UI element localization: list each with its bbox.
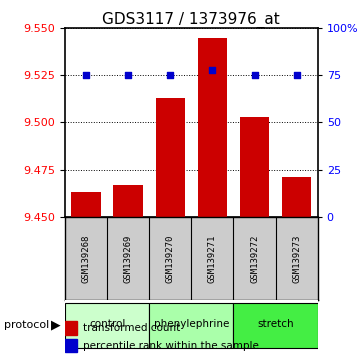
Bar — [234, 303, 318, 348]
Text: GSM139272: GSM139272 — [250, 234, 259, 282]
Point — [83, 73, 89, 78]
Point — [209, 67, 215, 73]
Bar — [71, 192, 101, 217]
Text: percentile rank within the sample: percentile rank within the sample — [83, 341, 258, 350]
Bar — [65, 339, 77, 352]
Bar — [65, 321, 77, 335]
Title: GDS3117 / 1373976_at: GDS3117 / 1373976_at — [103, 12, 280, 28]
Point — [125, 73, 131, 78]
Text: phenylephrine: phenylephrine — [154, 319, 229, 329]
Point — [168, 73, 173, 78]
Point — [294, 73, 300, 78]
Text: control: control — [89, 319, 125, 329]
Bar — [197, 38, 227, 217]
Bar — [113, 184, 143, 217]
Text: GSM139273: GSM139273 — [292, 234, 301, 282]
Bar — [65, 303, 149, 348]
Bar — [156, 98, 185, 217]
Text: protocol: protocol — [4, 320, 49, 330]
Text: ▶: ▶ — [51, 319, 61, 332]
Text: GSM139269: GSM139269 — [124, 234, 132, 282]
Text: GSM139268: GSM139268 — [82, 234, 91, 282]
Text: GSM139270: GSM139270 — [166, 234, 175, 282]
Bar — [240, 117, 269, 217]
Text: GSM139271: GSM139271 — [208, 234, 217, 282]
Bar — [282, 177, 311, 217]
Bar — [149, 303, 234, 348]
Point — [252, 73, 257, 78]
Text: stretch: stretch — [257, 319, 294, 329]
Text: transformed count: transformed count — [83, 323, 180, 333]
